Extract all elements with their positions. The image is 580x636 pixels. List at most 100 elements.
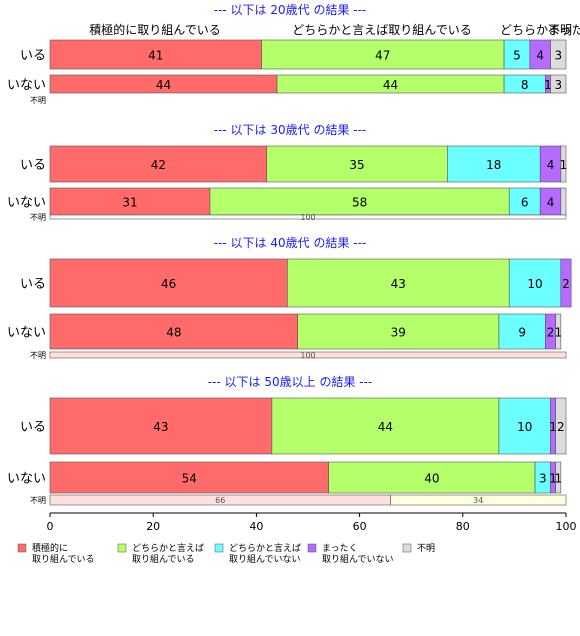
bar-segment [328, 461, 536, 494]
legend-label: 取り組んでいない [229, 553, 301, 565]
data-label: 43 [391, 277, 406, 291]
x-tick-label: 0 [47, 520, 54, 533]
legend-label: 取り組んでいる [132, 553, 195, 565]
bar-segment [49, 258, 288, 308]
data-label: 48 [166, 326, 181, 340]
panel-title: --- 以下は 20歳代 の結果 --- [214, 3, 367, 17]
bar-segment [49, 187, 211, 216]
data-label: 46 [161, 277, 176, 291]
data-label: 3 [554, 78, 562, 92]
bar-segment [560, 145, 567, 183]
bar-segment [266, 145, 448, 183]
data-label: 1 [549, 472, 557, 486]
row-label: いない [7, 196, 46, 211]
x-tick-label: 60 [353, 520, 367, 533]
data-label: 41 [148, 49, 163, 63]
column-header-2: どちらかまったく [500, 23, 580, 37]
unknown-data-label: 34 [473, 496, 483, 505]
data-label: 31 [122, 196, 137, 210]
row-label: いる [20, 420, 46, 435]
legend-label: どちらかと言えば [132, 542, 204, 554]
data-label: 2 [557, 420, 565, 434]
legend-swatch [17, 543, 27, 553]
bar-segment [261, 39, 505, 70]
x-tick-label: 80 [456, 520, 470, 533]
data-label: 2 [547, 326, 555, 340]
data-label: 4 [536, 49, 544, 63]
data-label: 6 [521, 196, 529, 210]
column-header-3: 不明 [548, 23, 572, 37]
bar-segment [555, 313, 562, 350]
data-label: 1 [560, 158, 568, 172]
unknown-row-label: 不明 [30, 96, 46, 105]
row-label: いる [20, 158, 46, 173]
data-label: 44 [156, 78, 171, 92]
unknown-row-label: 不明 [30, 496, 46, 505]
data-label: 10 [527, 277, 542, 291]
x-tick-label: 20 [146, 520, 160, 533]
panel-title: --- 以下は 30歳代 の結果 --- [214, 123, 367, 137]
bar-segment [287, 258, 510, 308]
row-label: いる [20, 277, 46, 292]
x-tick-label: 40 [249, 520, 263, 533]
data-label: 1 [544, 78, 552, 92]
bar-segment [508, 187, 541, 216]
data-label: 58 [352, 196, 367, 210]
data-label: 1 [554, 326, 562, 340]
legend-label: 不明 [417, 543, 435, 554]
data-label: 4 [547, 196, 555, 210]
data-label: 42 [151, 158, 166, 172]
bar-segment [550, 74, 567, 94]
unknown-data-label: 66 [215, 496, 225, 505]
bar-segment [49, 461, 329, 494]
unknown-bar-segment [49, 214, 567, 220]
legend-label: 積極的に [32, 542, 68, 554]
legend-label: まったく [322, 543, 358, 554]
bar-segment [49, 313, 298, 350]
legend-swatch [402, 543, 412, 553]
unknown-bar-segment [49, 351, 567, 359]
data-label: 44 [378, 420, 393, 434]
data-label: 8 [521, 78, 529, 92]
bar-segment [271, 397, 500, 455]
data-label: 9 [518, 326, 526, 340]
column-header-0: 積極的に取り組んでいる [89, 22, 220, 37]
bar-segment [550, 39, 567, 70]
data-label: 3 [539, 472, 547, 486]
data-label: 3 [554, 49, 562, 63]
legend-swatch [117, 543, 127, 553]
data-label: 10 [517, 420, 532, 434]
bar-segment [498, 313, 546, 350]
data-label: 4 [547, 158, 555, 172]
data-label: 39 [391, 326, 406, 340]
bar-segment [49, 397, 273, 455]
x-tick-label: 100 [556, 520, 577, 533]
bar-segment [297, 313, 500, 350]
legend-label: どちらかと言えば [229, 542, 301, 554]
bar-segment [508, 258, 562, 308]
unknown-row-label: 不明 [30, 351, 46, 360]
panel-title: --- 以下は 50歳以上 の結果 --- [208, 375, 373, 389]
data-label: 1 [554, 472, 562, 486]
row-label: いる [20, 49, 46, 64]
data-label: 47 [375, 49, 390, 63]
legend-label: 取り組んでいる [32, 553, 95, 565]
unknown-row-label: 不明 [30, 213, 46, 222]
bar-segment [560, 258, 572, 308]
legend-swatch [214, 543, 224, 553]
row-label: いない [7, 78, 46, 93]
data-label: 18 [486, 158, 501, 172]
legend-swatch [307, 543, 317, 553]
column-header-1: どちらかと言えば取り組んでいる [292, 23, 471, 37]
data-label: 43 [153, 420, 168, 434]
data-label: 54 [182, 472, 197, 486]
data-label: 2 [562, 277, 570, 291]
unknown-data-label: 100 [300, 351, 315, 360]
bar-segment [498, 397, 551, 455]
unknown-bar-segment [390, 494, 567, 506]
data-label: 40 [424, 472, 439, 486]
bar-segment [560, 187, 567, 216]
legend-label: 取り組んでいない [322, 553, 394, 565]
panel-title: --- 以下は 40歳代 の結果 --- [214, 236, 367, 250]
